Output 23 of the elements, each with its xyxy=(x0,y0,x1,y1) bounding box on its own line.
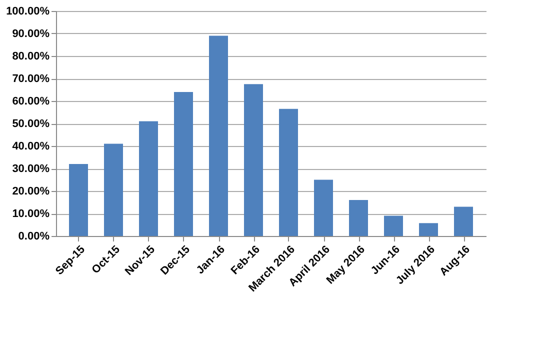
y-tick-label: 90.00% xyxy=(12,28,50,40)
bar xyxy=(384,216,403,236)
bar xyxy=(244,84,263,236)
bar xyxy=(314,180,333,236)
bar xyxy=(139,121,158,236)
bar xyxy=(349,200,368,236)
y-tick-label: 40.00% xyxy=(12,140,50,152)
y-tick-label: 0.00% xyxy=(18,230,50,242)
bar xyxy=(419,223,438,236)
y-tick-label: 50.00% xyxy=(12,118,50,130)
bar xyxy=(454,206,473,236)
y-tick-label: 20.00% xyxy=(12,186,50,198)
y-tick-label: 80.00% xyxy=(12,50,50,62)
bar xyxy=(279,108,298,236)
y-tick-label: 60.00% xyxy=(12,96,50,108)
y-tick-label: 100.00% xyxy=(6,6,50,18)
y-tick-label: 10.00% xyxy=(12,208,50,220)
bar xyxy=(69,164,88,236)
bar xyxy=(209,36,228,236)
bar xyxy=(104,144,123,236)
bar xyxy=(174,92,193,236)
y-tick-label: 70.00% xyxy=(12,73,50,85)
y-tick-label: 30.00% xyxy=(12,163,50,175)
